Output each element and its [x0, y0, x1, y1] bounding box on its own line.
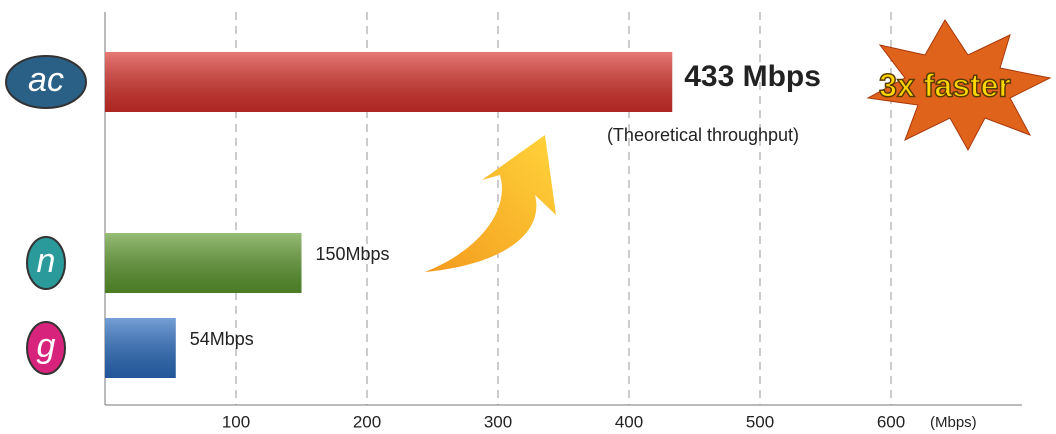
- category-badge: [26, 321, 66, 375]
- x-tick-label: 100: [222, 412, 250, 431]
- bar-shade: [105, 52, 673, 112]
- badge-text: 3x faster: [879, 67, 1011, 103]
- value-label: 150Mbps: [316, 244, 390, 264]
- arrow: [425, 135, 556, 272]
- annotation: (Theoretical throughput): [607, 125, 799, 145]
- value-label: 54Mbps: [190, 329, 254, 349]
- y-tick-label: ac: [28, 61, 64, 99]
- y-tick-label: n: [37, 242, 56, 280]
- x-tick-label: 500: [746, 412, 774, 431]
- bar-shade: [105, 233, 302, 293]
- x-tick-label: 400: [615, 412, 643, 431]
- x-tick-label: 200: [353, 412, 381, 431]
- value-label: 433 Mbps: [684, 60, 821, 93]
- starburst: [866, 19, 1052, 152]
- x-tick-label: 600: [877, 412, 905, 431]
- x-tick-label: 300: [484, 412, 512, 431]
- category-badge: [26, 236, 66, 290]
- category-badge: [5, 55, 87, 109]
- bar-shade: [105, 318, 176, 378]
- x-unit: (Mbps): [930, 414, 977, 431]
- y-tick-label: g: [37, 327, 56, 365]
